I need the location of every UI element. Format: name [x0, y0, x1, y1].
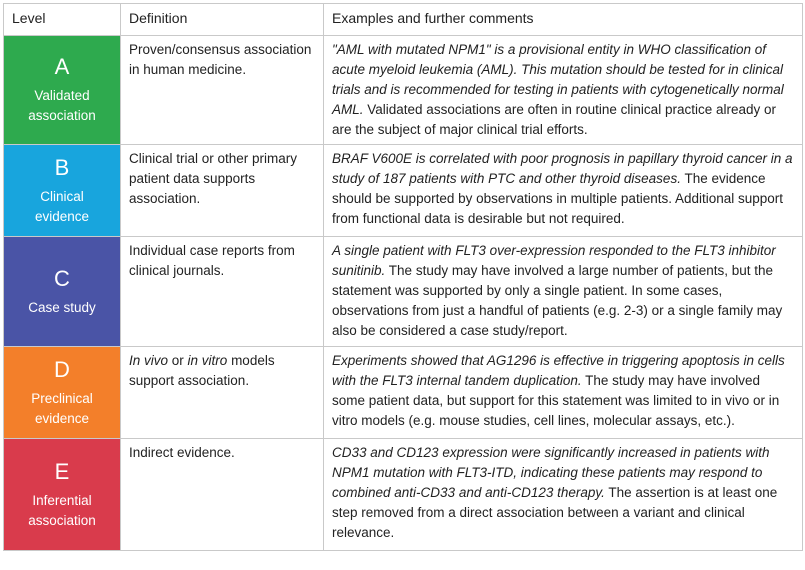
example-text: The assertion is at least one step remov…: [332, 485, 778, 540]
level-letter: D: [54, 356, 70, 382]
level-letter: C: [54, 265, 70, 291]
level-cell-a: A Validated association: [3, 35, 121, 145]
definition-text-1: or: [168, 353, 188, 368]
definition-italic-2: in vitro: [187, 353, 228, 368]
example-italic: "AML with mutated NPM1" is a provisional…: [332, 42, 784, 117]
table-row: A Validated association Proven/consensus…: [3, 35, 803, 145]
example-italic: Experiments showed that AG1296 is effect…: [332, 353, 785, 388]
table-row: E Inferential association Indirect evide…: [3, 438, 803, 551]
level-cell-b: B Clinical evidence: [3, 144, 121, 237]
definition-text-2: models support association.: [129, 353, 275, 388]
example-text: The study may have involved a large numb…: [332, 263, 783, 338]
level-label-line2: association: [28, 108, 96, 123]
example-text: Validated associations are often in rout…: [332, 102, 776, 137]
level-letter: A: [54, 54, 70, 79]
definition-cell: Individual case reports from clinical jo…: [120, 236, 324, 347]
example-cell: "AML with mutated NPM1" is a provisional…: [323, 35, 803, 145]
table-row: B Clinical evidence Clinical trial or ot…: [3, 144, 803, 237]
level-label-line2: association: [28, 512, 96, 528]
header-row: Level Definition Examples and further co…: [3, 3, 803, 36]
level-letter: B: [54, 154, 70, 180]
level-label-line1: Case study: [28, 299, 96, 315]
header-level: Level: [3, 3, 121, 36]
evidence-levels-table: Level Definition Examples and further co…: [3, 3, 803, 551]
example-text: The evidence should be supported by obse…: [332, 171, 784, 226]
level-label-line1: Preclinical: [31, 390, 93, 406]
example-cell: A single patient with FLT3 over-expressi…: [323, 236, 803, 347]
example-cell: CD33 and CD123 expression were significa…: [323, 438, 803, 551]
level-label-line1: Validated: [34, 88, 90, 103]
header-definition: Definition: [120, 3, 324, 36]
example-italic: CD33 and CD123 expression were significa…: [332, 445, 770, 500]
level-label-line2: evidence: [34, 208, 90, 224]
example-italic: A single patient with FLT3 over-expressi…: [332, 243, 776, 278]
level-label-line1: Clinical: [40, 188, 84, 204]
example-cell: BRAF V600E is correlated with poor progn…: [323, 144, 803, 237]
header-examples: Examples and further comments: [323, 3, 803, 36]
definition-cell: Proven/consensus association in human me…: [120, 35, 324, 145]
table-row: D Preclinical evidence In vivo or in vit…: [3, 346, 803, 439]
level-letter: E: [54, 458, 70, 484]
example-text: The study may have involved some patient…: [332, 373, 780, 428]
level-cell-e: E Inferential association: [3, 438, 121, 551]
level-cell-c: C Case study: [3, 236, 121, 347]
definition-italic-1: In vivo: [129, 353, 169, 368]
example-cell: Experiments showed that AG1296 is effect…: [323, 346, 803, 439]
level-label-line2: evidence: [34, 410, 90, 426]
table-row: C Case study Individual case reports fro…: [3, 236, 803, 347]
definition-cell: In vivo or in vitro models support assoc…: [120, 346, 324, 439]
level-cell-d: D Preclinical evidence: [3, 346, 121, 439]
definition-cell: Clinical trial or other primary patient …: [120, 144, 324, 237]
definition-cell: Indirect evidence.: [120, 438, 324, 551]
level-label-line1: Inferential: [32, 492, 92, 508]
example-italic: BRAF V600E is correlated with poor progn…: [332, 151, 793, 186]
